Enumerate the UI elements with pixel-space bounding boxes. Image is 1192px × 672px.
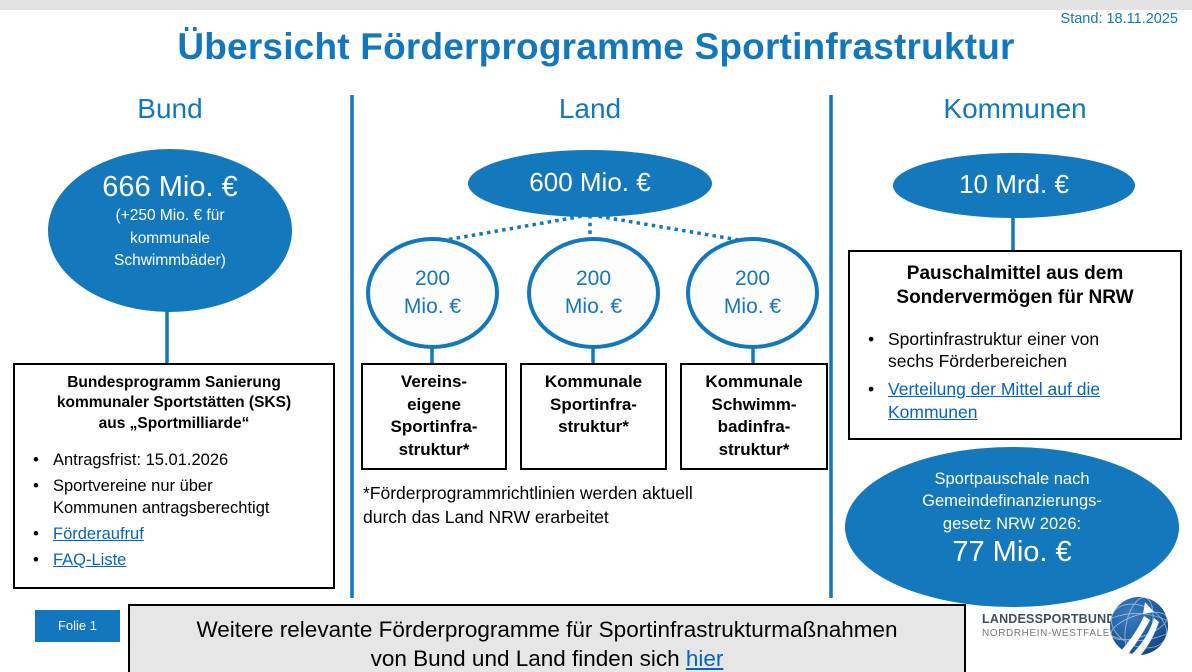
bund-program-box: Bundesprogramm Sanierung kommunaler Spor… — [13, 363, 335, 589]
land-box-kommunale-schwimmbad: Kommunale Schwimm- badinfra- struktur* — [680, 363, 828, 470]
footer-info-line1: Weitere relevante Förderprogramme für Sp… — [196, 617, 898, 642]
footnote-line: *Förderprogrammrichtlinien werden aktuel… — [363, 483, 693, 503]
land-box-line: Sportinfra- — [550, 394, 637, 414]
top-window-strip — [0, 0, 1192, 10]
land-box-kommunale-sport: Kommunale Sportinfra- struktur* — [520, 363, 667, 470]
bund-box-heading-line: Bundesprogramm Sanierung — [67, 374, 281, 391]
sportpauschale-ellipse: Sportpauschale nach Gemeindefinanzierung… — [845, 447, 1179, 607]
land-box-line: eigene — [407, 394, 461, 414]
sub-amount-line: 200 — [734, 267, 771, 290]
land-box-line: struktur* — [558, 417, 629, 437]
lsb-nrw-globe-logo-icon — [1110, 597, 1168, 656]
kommunen-bullet-sportinfrastruktur: Sportinfrastruktur einer von sechs Förde… — [864, 328, 1166, 374]
land-sub-ellipse-2: 200 Mio. € — [527, 237, 660, 349]
land-amount-ellipse: 600 Mio. € — [468, 150, 712, 217]
sub-amount-line: Mio. € — [564, 294, 623, 318]
sub-amount-line: Mio. € — [723, 294, 782, 318]
land-sub-ellipse-3: 200 Mio. € — [686, 237, 819, 349]
verteilung-mittel-link[interactable]: Verteilung der Mittel auf die Kommunen — [888, 379, 1101, 422]
faq-liste-link[interactable]: FAQ-Liste — [53, 550, 127, 569]
column-header-bund: Bund — [137, 93, 203, 124]
land-box-vereinseigene: Vereins- eigene Sportinfra- struktur* — [361, 363, 507, 470]
hier-link[interactable]: hier — [685, 646, 724, 671]
bund-box-heading-line: aus „Sportmilliarde“ — [98, 414, 250, 432]
bund-bullet-foerderaufruf: Förderaufruf — [29, 524, 319, 545]
kommunen-amount-ellipse: 10 Mrd. € — [893, 153, 1135, 218]
kommunen-box-heading-line: Sondervermögen für NRW — [896, 287, 1134, 309]
land-box-line: Schwimm- — [711, 394, 797, 414]
dotted-connector — [590, 213, 752, 244]
land-sub-ellipse-1: 200 Mio. € — [366, 237, 499, 349]
sportpauschale-amount: 77 Mio. € — [952, 535, 1072, 568]
dotted-connector — [433, 213, 590, 244]
column-header-land: Land — [558, 93, 622, 124]
date-stamp: Stand: 18.11.2025 — [1060, 11, 1178, 27]
kommunen-pauschalmittel-box: Pauschalmittel aus dem Sondervermögen fü… — [848, 250, 1182, 440]
bund-bullet-faq: FAQ-Liste — [29, 550, 319, 571]
land-amount: 600 Mio. € — [529, 167, 651, 197]
land-box-line: Kommunale — [544, 372, 643, 391]
column-header-kommunen: Kommunen — [943, 93, 1087, 124]
sub-amount-line: 200 — [414, 267, 451, 290]
kommunen-box-heading-line: Pauschalmittel aus dem — [906, 263, 1124, 284]
bund-box-heading-line: kommunaler Sportstätten (SKS) — [56, 394, 292, 412]
bund-amount: 666 Mio. € — [102, 171, 238, 203]
bund-note-line: (+250 Mio. € für — [115, 207, 225, 225]
land-box-line: Sportinfra- — [390, 417, 478, 437]
sub-amount-line: 200 — [575, 267, 612, 290]
sportpauschale-label-line: Gemeindefinanzierungs- — [922, 492, 1102, 511]
land-box-line: Kommunale — [705, 372, 803, 391]
kommunen-amount: 10 Mrd. € — [959, 169, 1069, 199]
land-footnote: *Förderprogrammrichtlinien werden aktuel… — [363, 482, 823, 529]
kommunen-bullet-verteilung: Verteilung der Mittel auf die Kommunen — [864, 378, 1166, 424]
bund-note-line: Schwimmbäder) — [114, 252, 226, 270]
footnote-line: durch das Land NRW erarbeitet — [363, 506, 609, 527]
bund-amount-ellipse: 666 Mio. € (+250 Mio. € für kommunale Sc… — [48, 149, 292, 312]
bund-bullet-antragsfrist: Antragsfrist: 15.01.2026 — [29, 450, 319, 471]
slide-number-badge: Folie 1 — [35, 610, 120, 642]
footer-info-line2-text: von Bund und Land finden sich — [370, 646, 686, 671]
footer-info-line2: von Bund und Land finden sich hier — [130, 644, 964, 672]
land-box-line: struktur* — [398, 439, 470, 459]
bund-note-line: kommunale — [129, 229, 211, 247]
logo-landessportbund-label: LANDESSPORTBUND — [982, 612, 1116, 626]
sub-amount-line: Mio. € — [403, 294, 462, 318]
land-box-line: Vereins- — [400, 372, 468, 391]
logo-nrw-label: NORDRHEIN-WESTFALEN — [982, 628, 1118, 639]
land-box-line: struktur* — [718, 439, 790, 459]
footer-info-box: Weitere relevante Förderprogramme für Sp… — [128, 604, 966, 672]
sportpauschale-label-line: Sportpauschale nach — [934, 470, 1090, 488]
logo-text-block: LANDESSPORTBUND NORDRHEIN-WESTFALEN — [982, 612, 1118, 639]
page-title: Übersicht Förderprogramme Sportinfrastru… — [177, 26, 1015, 67]
bund-bullet-sportvereine: Sportvereine nur über Kommunen antragsbe… — [29, 476, 319, 518]
foerderaufruf-link[interactable]: Förderaufruf — [53, 524, 144, 543]
land-box-line: badinfra- — [717, 417, 791, 437]
sportpauschale-label-line: gesetz NRW 2026: — [942, 514, 1082, 533]
